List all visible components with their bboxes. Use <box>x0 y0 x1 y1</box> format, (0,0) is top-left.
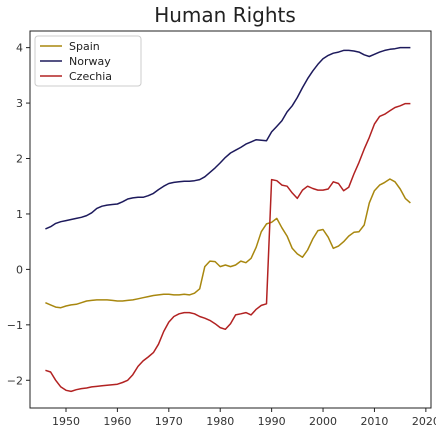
x-tick-label: 2020 <box>412 415 436 428</box>
x-tick-label: 1980 <box>206 415 234 428</box>
x-tick-label: 1960 <box>103 415 131 428</box>
x-tick-label: 1990 <box>258 415 286 428</box>
x-tick-label: 2010 <box>360 415 388 428</box>
series-layer <box>45 46 411 393</box>
legend-label-czechia: Czechia <box>69 70 112 83</box>
y-tick-label: −2 <box>7 374 23 387</box>
series-line-norway <box>45 46 411 230</box>
y-tick-label: −1 <box>7 319 23 332</box>
plot-frame <box>29 30 432 409</box>
series-line-spain <box>45 178 411 309</box>
y-tick-label: 0 <box>16 263 23 276</box>
x-tick-label: 1970 <box>155 415 183 428</box>
legend-label-spain: Spain <box>69 40 100 53</box>
y-tick-label: 2 <box>16 153 23 166</box>
legend-label-norway: Norway <box>69 55 111 68</box>
axes-layer: 1950 1960 1970 1980 1990 2000 2010 2020 −2 −1 0 1 2 3… <box>7 30 436 428</box>
y-tick-label: 4 <box>16 42 23 55</box>
chart-title: Human Rights <box>154 3 296 27</box>
y-tick-label: 3 <box>16 97 23 110</box>
x-tick-label: 2000 <box>309 415 337 428</box>
y-tick-label: 1 <box>16 208 23 221</box>
x-tick-label: 1950 <box>52 415 80 428</box>
legend: Spain Norway Czechia <box>34 35 142 87</box>
series-line-czechia <box>45 102 411 393</box>
legend-box <box>34 35 142 87</box>
